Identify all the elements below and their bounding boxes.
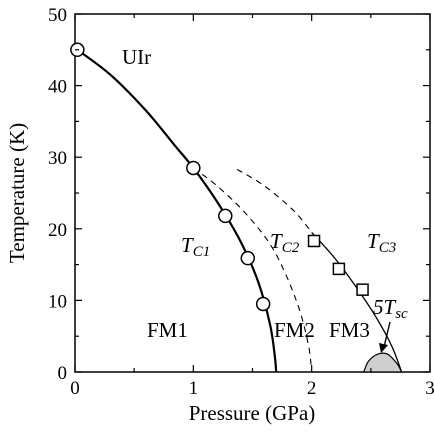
tc1-subscript: C1	[193, 244, 211, 260]
x-tick-label-2: 2	[307, 378, 317, 399]
x-tick-label-3: 3	[425, 378, 435, 399]
curves-layer	[76, 48, 403, 373]
x-tick-label-1: 1	[189, 378, 199, 399]
fm3-label: FM3	[329, 318, 370, 342]
tsc-arrow-head	[379, 343, 388, 353]
series-3-point-1	[332, 262, 346, 276]
tc3-main: T	[367, 229, 380, 253]
y-tick-label-3: 30	[48, 148, 67, 169]
fm2-label: FM2	[274, 318, 315, 342]
markers-layer	[70, 42, 369, 312]
tc3-label: TC3	[367, 229, 396, 256]
series-3-point-0	[307, 234, 321, 248]
series-0-point-4	[255, 296, 271, 312]
superconducting-dome	[362, 352, 403, 373]
tsc-subscript: sc	[395, 306, 408, 322]
y-tick-label-4: 40	[48, 77, 67, 98]
tc3-subscript: C3	[379, 240, 397, 256]
y-tick-label-5: 50	[48, 5, 67, 26]
y-tick-label-1: 10	[48, 291, 67, 312]
tsc-label: 5Tsc	[373, 295, 408, 322]
y-axis-title: Temperature (K)	[5, 123, 29, 263]
x-tick-label-0: 0	[70, 378, 80, 399]
tsc-arrow-line	[383, 321, 391, 348]
tc1-main: T	[181, 233, 194, 257]
tc2-subscript: C2	[282, 240, 300, 256]
series-3-curve	[311, 231, 403, 373]
series-0-point-3	[240, 250, 256, 266]
series-0-point-1	[186, 160, 201, 176]
series-0-point-2	[218, 208, 233, 224]
fm1-label: FM1	[147, 318, 188, 342]
series-3-point-2	[356, 283, 369, 296]
tsc-main: 5T	[373, 295, 397, 319]
series-0-curve	[76, 48, 278, 373]
material-label: UIr	[122, 45, 151, 69]
y-tick-label-2: 20	[48, 220, 67, 241]
y-tick-label-0: 0	[58, 363, 68, 384]
series-2-curve	[236, 168, 313, 233]
tc2-main: T	[270, 229, 283, 253]
ticks-layer	[74, 13, 431, 373]
series-1-curve	[192, 167, 313, 373]
tc2-label: TC2	[270, 229, 300, 256]
tc1-label: TC1	[181, 233, 210, 260]
dome-region-layer	[362, 352, 403, 373]
x-axis-title: Pressure (GPa)	[189, 401, 316, 425]
